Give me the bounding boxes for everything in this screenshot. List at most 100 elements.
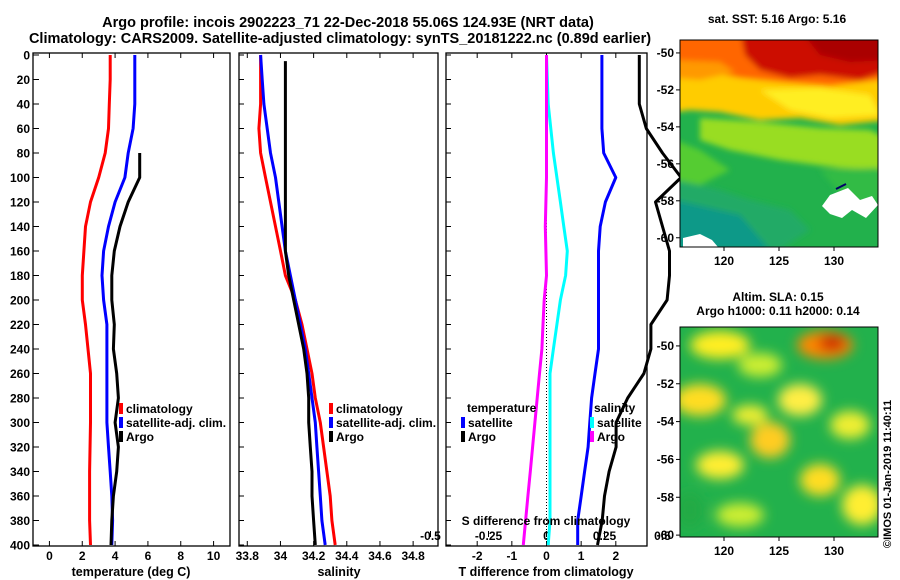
x-tick-label: 0 xyxy=(543,549,550,563)
sla-map-axes: 120 125 130 -50 -52 -54 -56 -58 -60 xyxy=(657,339,845,558)
depth-tick-label: 40 xyxy=(17,98,31,112)
top-x-tick-label: -0.25 xyxy=(475,529,503,543)
sla-map-subtitle: Argo h1000: 0.11 h2000: 0.14 xyxy=(696,304,860,318)
depth-axis: 0 20 40 60 80 100 120 140 160 180 200 220 240 260 280 3… xyxy=(10,49,451,553)
legend-swatch-s-satellite xyxy=(590,417,594,428)
x-tick-label: 10 xyxy=(207,549,221,563)
legend-label-argo: Argo xyxy=(126,430,154,444)
map-y-tick-label: -54 xyxy=(657,415,675,429)
temperature-axis-label: temperature (deg C) xyxy=(72,565,191,579)
series-line-s-argo xyxy=(596,55,683,546)
series-line-satellite-adj-clim- xyxy=(100,55,137,546)
temperature-series xyxy=(80,55,142,546)
depth-tick-label: 260 xyxy=(10,367,30,381)
x-tick-label: 6 xyxy=(145,549,152,563)
salinity-series xyxy=(257,54,337,546)
legend-swatch-argo xyxy=(119,431,123,442)
top-x-tick-label: 0 xyxy=(543,529,550,543)
map-x-tick-label: 120 xyxy=(714,544,734,558)
sst-map-title: sat. SST: 5.16 Argo: 5.16 xyxy=(708,12,847,26)
depth-tick-label: 20 xyxy=(17,73,31,87)
sla-heatmap xyxy=(680,327,878,537)
difference-top-x-axis: -0.5 -0.25 0 0.25 0.5 xyxy=(420,529,671,543)
salinity-axis-label: salinity xyxy=(317,565,360,579)
salinity-legend: climatology satellite-adj. clim. Argo xyxy=(329,402,436,444)
depth-tick-label: 400 xyxy=(10,539,30,553)
depth-tick-label: 160 xyxy=(10,245,30,259)
depth-tick-label: 380 xyxy=(10,514,30,528)
legend-label-climatology: climatology xyxy=(336,402,403,416)
map-y-tick-label: -54 xyxy=(657,120,675,134)
legend-label-t-argo: Argo xyxy=(468,430,496,444)
legend-label-s-argo: Argo xyxy=(597,430,625,444)
map-y-tick-label: -58 xyxy=(657,490,675,504)
sst-coast xyxy=(835,183,847,190)
depth-tick-label: 320 xyxy=(10,441,30,455)
salinity-plot-area xyxy=(238,52,439,547)
figure-title-line1: Argo profile: incois 2902223_71 22-Dec-2… xyxy=(102,15,594,31)
depth-tick-label: 100 xyxy=(10,171,30,185)
x-tick-label: -1 xyxy=(507,549,518,563)
legend-label-satellite: satellite-adj. clim. xyxy=(126,416,226,430)
legend-swatch-t-argo xyxy=(461,431,465,442)
sst-heatmap xyxy=(680,40,878,247)
x-tick-label: 4 xyxy=(112,549,119,563)
x-tick-label: 34.8 xyxy=(401,549,425,563)
x-tick-label: 34.6 xyxy=(368,549,392,563)
series-line-argo xyxy=(109,153,142,546)
sst-map-axes: 120 125 130 -50 -52 -54 -56 -58 -60 xyxy=(657,46,845,268)
imos-watermark: ©IMOS 01-Jan-2019 11:40:11 xyxy=(882,400,894,548)
legend-swatch-t-satellite xyxy=(461,417,465,428)
difference-legend: temperature satellite Argo salinity sate… xyxy=(461,401,642,444)
map-x-tick-label: 130 xyxy=(824,254,844,268)
x-tick-label: -2 xyxy=(472,549,483,563)
sla-field xyxy=(680,331,878,528)
x-tick-label: 33.8 xyxy=(236,549,260,563)
legend-label-argo: Argo xyxy=(336,430,364,444)
series-line-climatology xyxy=(80,55,112,546)
x-tick-label: 0 xyxy=(46,549,53,563)
difference-x-axis: -2 -1 0 1 2 xyxy=(472,53,619,563)
s-difference-axis-label: S difference from climatology xyxy=(462,514,631,528)
series-line-s-satellite xyxy=(521,55,548,546)
x-tick-label: 2 xyxy=(79,549,86,563)
x-tick-label: 34.2 xyxy=(302,549,326,563)
legend-swatch-s-argo xyxy=(590,431,594,442)
map-y-tick-label: -56 xyxy=(657,452,675,466)
map-x-tick-label: 130 xyxy=(824,544,844,558)
legend-swatch-climatology xyxy=(119,403,123,414)
legend-title-salinity: salinity xyxy=(594,401,636,415)
series-line-argo xyxy=(283,61,317,546)
x-tick-label: 1 xyxy=(578,549,585,563)
legend-swatch-satellite xyxy=(119,417,123,428)
map-x-tick-label: 120 xyxy=(714,254,734,268)
top-x-tick-label: 0.5 xyxy=(654,529,671,543)
depth-tick-label: 80 xyxy=(17,147,31,161)
sst-ice-patch xyxy=(683,234,718,247)
depth-tick-label: 340 xyxy=(10,465,30,479)
depth-tick-label: 140 xyxy=(10,220,30,234)
depth-tick-label: 120 xyxy=(10,196,30,210)
salinity-x-axis: 33.8 34 34.2 34.4 34.6 34.8 xyxy=(236,53,425,563)
series-line-satellite-adj-clim- xyxy=(259,54,327,546)
depth-tick-label: 0 xyxy=(23,49,30,63)
x-tick-label: 34.4 xyxy=(335,549,359,563)
map-y-tick-label: -60 xyxy=(657,231,675,245)
difference-series xyxy=(521,54,683,546)
legend-swatch-argo xyxy=(329,431,333,442)
map-x-tick-label: 125 xyxy=(769,254,789,268)
legend-swatch-satellite xyxy=(329,417,333,428)
map-y-tick-label: -60 xyxy=(657,528,675,542)
depth-tick-label: 300 xyxy=(10,416,30,430)
legend-label-s-satellite: satellite xyxy=(597,416,642,430)
depth-tick-label: 60 xyxy=(17,122,31,136)
depth-tick-label: 200 xyxy=(10,294,30,308)
x-tick-label: 8 xyxy=(177,549,184,563)
series-line-t-argo xyxy=(576,55,618,545)
legend-label-t-satellite: satellite xyxy=(468,416,513,430)
sst-field xyxy=(680,40,878,247)
map-y-tick-label: -52 xyxy=(657,83,675,97)
sla-map-title: Altim. SLA: 0.15 xyxy=(732,290,824,304)
top-x-tick-label: -0.5 xyxy=(420,529,441,543)
